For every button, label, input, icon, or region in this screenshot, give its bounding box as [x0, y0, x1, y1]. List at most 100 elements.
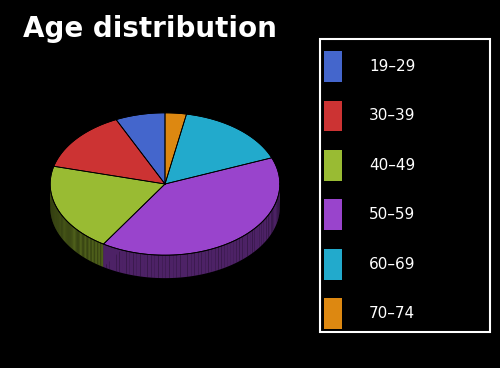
Polygon shape — [215, 247, 218, 271]
Text: 19–29: 19–29 — [369, 59, 416, 74]
Polygon shape — [85, 235, 86, 259]
Polygon shape — [255, 227, 257, 251]
Text: 40–49: 40–49 — [369, 158, 415, 173]
Polygon shape — [84, 234, 85, 258]
Polygon shape — [191, 253, 194, 276]
Polygon shape — [173, 255, 177, 278]
Text: 60–69: 60–69 — [369, 257, 416, 272]
Polygon shape — [74, 227, 75, 251]
Polygon shape — [225, 244, 228, 268]
Polygon shape — [56, 208, 58, 231]
Polygon shape — [198, 251, 202, 275]
Polygon shape — [93, 240, 94, 263]
Polygon shape — [65, 219, 66, 243]
Polygon shape — [275, 202, 276, 227]
Polygon shape — [277, 169, 278, 194]
FancyBboxPatch shape — [324, 298, 342, 329]
Polygon shape — [237, 238, 240, 262]
Polygon shape — [245, 233, 248, 258]
Polygon shape — [234, 240, 237, 264]
Polygon shape — [75, 228, 76, 252]
Polygon shape — [100, 243, 102, 266]
Polygon shape — [96, 241, 98, 265]
Polygon shape — [113, 247, 116, 272]
Polygon shape — [140, 254, 144, 277]
Polygon shape — [257, 225, 259, 250]
Polygon shape — [231, 241, 234, 265]
Polygon shape — [130, 252, 134, 275]
Polygon shape — [137, 253, 140, 276]
Text: 50–59: 50–59 — [369, 208, 415, 222]
Polygon shape — [184, 254, 188, 277]
Polygon shape — [58, 211, 59, 235]
Polygon shape — [64, 218, 65, 242]
Text: 70–74: 70–74 — [369, 306, 415, 321]
Polygon shape — [248, 232, 250, 256]
Polygon shape — [144, 254, 148, 277]
Polygon shape — [266, 215, 268, 240]
Polygon shape — [86, 236, 88, 259]
Polygon shape — [102, 244, 104, 267]
Polygon shape — [62, 216, 63, 240]
Polygon shape — [158, 255, 162, 278]
Polygon shape — [250, 230, 252, 255]
Polygon shape — [212, 248, 215, 272]
Polygon shape — [272, 206, 274, 232]
Polygon shape — [82, 233, 84, 257]
Polygon shape — [252, 229, 255, 253]
Polygon shape — [61, 214, 62, 238]
Polygon shape — [99, 242, 100, 266]
Polygon shape — [165, 114, 272, 184]
Polygon shape — [104, 184, 165, 267]
Polygon shape — [90, 238, 92, 262]
Polygon shape — [222, 245, 225, 269]
Polygon shape — [92, 239, 93, 262]
Polygon shape — [177, 255, 180, 278]
Polygon shape — [106, 245, 110, 269]
Polygon shape — [70, 224, 72, 248]
Polygon shape — [94, 240, 96, 264]
Polygon shape — [228, 242, 231, 266]
Polygon shape — [110, 247, 113, 270]
Polygon shape — [88, 237, 89, 260]
Polygon shape — [276, 200, 277, 225]
Polygon shape — [60, 213, 61, 237]
FancyBboxPatch shape — [324, 100, 342, 131]
Polygon shape — [72, 226, 73, 250]
Polygon shape — [278, 193, 279, 219]
Polygon shape — [277, 198, 278, 223]
Polygon shape — [116, 113, 165, 184]
Polygon shape — [265, 217, 266, 242]
Polygon shape — [120, 250, 123, 273]
Polygon shape — [188, 253, 191, 277]
Polygon shape — [278, 173, 279, 198]
Polygon shape — [68, 223, 70, 247]
Polygon shape — [148, 254, 151, 277]
Polygon shape — [165, 113, 186, 184]
FancyBboxPatch shape — [324, 51, 342, 82]
Polygon shape — [276, 166, 277, 192]
Text: 30–39: 30–39 — [369, 109, 416, 124]
Polygon shape — [202, 251, 205, 275]
Polygon shape — [274, 205, 275, 230]
Polygon shape — [76, 229, 78, 253]
Polygon shape — [116, 248, 119, 272]
Polygon shape — [268, 213, 270, 238]
Polygon shape — [263, 219, 265, 244]
Polygon shape — [54, 203, 55, 227]
Polygon shape — [104, 158, 280, 255]
Polygon shape — [270, 211, 272, 236]
Polygon shape — [104, 184, 165, 267]
Polygon shape — [126, 251, 130, 275]
Polygon shape — [63, 217, 64, 241]
Polygon shape — [166, 255, 170, 278]
Polygon shape — [259, 223, 261, 248]
Polygon shape — [208, 249, 212, 273]
FancyBboxPatch shape — [324, 150, 342, 181]
Polygon shape — [89, 237, 90, 261]
Polygon shape — [73, 226, 74, 250]
Polygon shape — [194, 252, 198, 276]
Polygon shape — [240, 237, 242, 261]
Polygon shape — [50, 166, 165, 244]
Polygon shape — [151, 255, 155, 278]
